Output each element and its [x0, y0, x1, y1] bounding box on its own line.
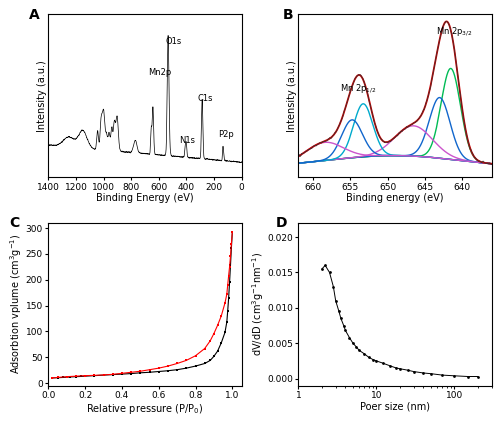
- Text: C: C: [10, 216, 20, 230]
- Text: Mn2p: Mn2p: [148, 68, 172, 77]
- Text: Mn 2p$_{3/2}$: Mn 2p$_{3/2}$: [436, 25, 473, 38]
- Y-axis label: Intensity (a.u.): Intensity (a.u.): [287, 60, 297, 131]
- Text: Mn 2p$_{1/2}$: Mn 2p$_{1/2}$: [340, 83, 376, 95]
- Text: O1s: O1s: [166, 37, 182, 46]
- X-axis label: Binding Energy (eV): Binding Energy (eV): [96, 193, 194, 203]
- X-axis label: Poer size (nm): Poer size (nm): [360, 402, 430, 412]
- Text: P2p: P2p: [218, 131, 234, 139]
- Text: A: A: [29, 8, 40, 22]
- Y-axis label: Adsorbtion vplume (cm$^3$g$^{-1}$): Adsorbtion vplume (cm$^3$g$^{-1}$): [8, 234, 24, 374]
- X-axis label: Relative pressure (P/P$_0$): Relative pressure (P/P$_0$): [86, 402, 204, 416]
- X-axis label: Binding energy (eV): Binding energy (eV): [346, 193, 444, 203]
- Y-axis label: Intensity (a.u.): Intensity (a.u.): [37, 60, 47, 131]
- Text: D: D: [276, 216, 287, 230]
- Text: C1s: C1s: [197, 94, 212, 103]
- Text: N1s: N1s: [179, 136, 195, 145]
- Text: B: B: [283, 8, 294, 22]
- Y-axis label: dV/dD (cm$^3$g$^{-1}$nm$^{-1}$): dV/dD (cm$^3$g$^{-1}$nm$^{-1}$): [250, 252, 266, 356]
